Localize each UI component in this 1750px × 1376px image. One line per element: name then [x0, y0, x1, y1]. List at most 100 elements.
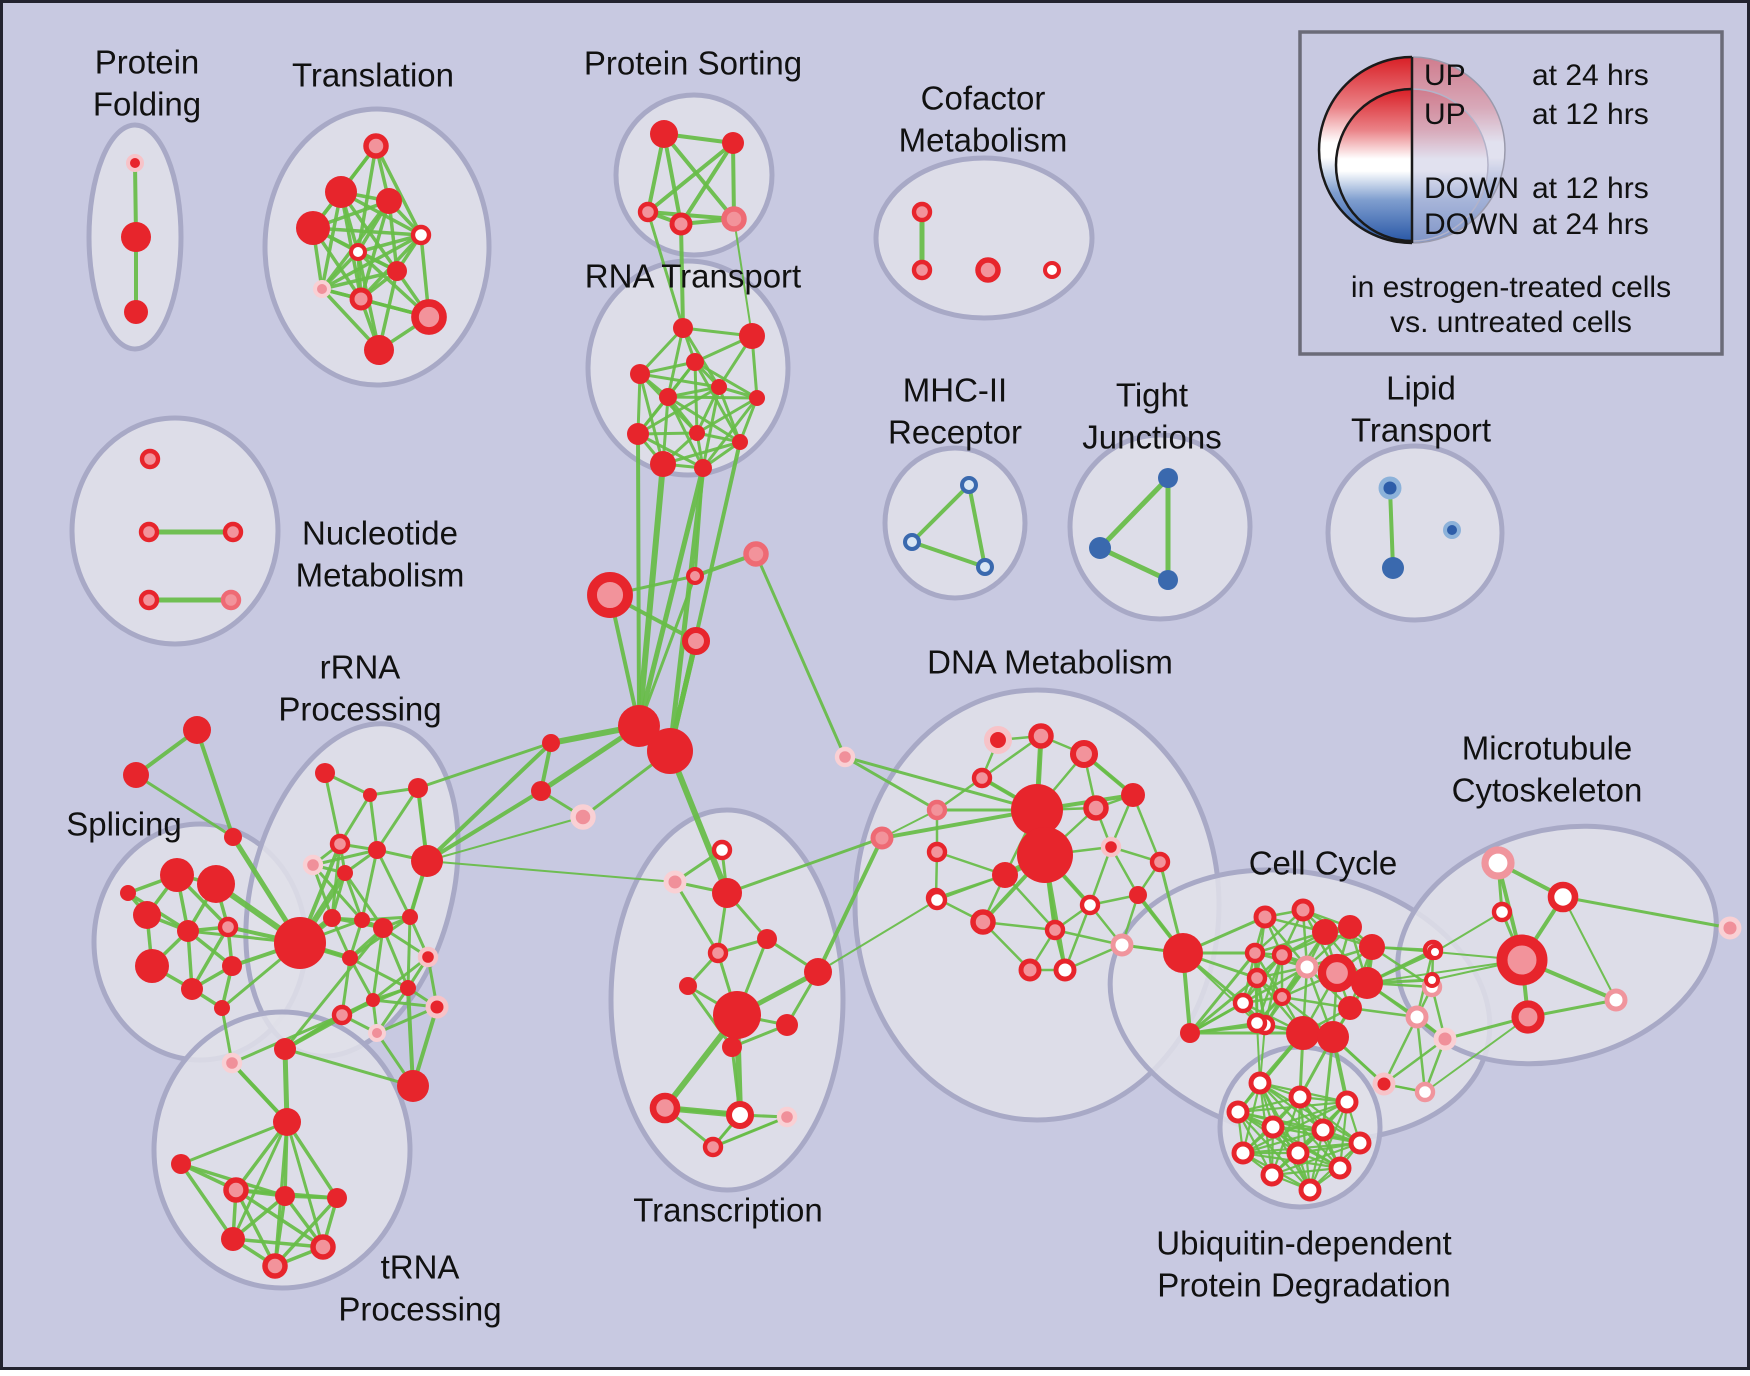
node-dm-12	[1149, 851, 1171, 873]
node-cc-16	[1286, 1016, 1320, 1050]
node-mt-7	[1604, 988, 1628, 1012]
cluster-label-sp: Splicing	[66, 806, 182, 843]
edge	[320, 269, 399, 291]
node-rt-9	[732, 434, 748, 450]
edge	[1366, 959, 1523, 984]
legend-time-2: at 12 hrs	[1532, 172, 1649, 205]
edge	[356, 144, 378, 254]
node-tl-2	[376, 188, 402, 214]
edge	[1088, 845, 1113, 907]
node-rt-7	[627, 423, 649, 445]
node-ub-10	[1328, 1156, 1352, 1180]
node-sp-3	[120, 885, 136, 901]
node-tn-3	[275, 1186, 295, 1206]
node-rt-8	[689, 425, 705, 441]
node-dm-15	[1129, 886, 1147, 904]
node-tx-11	[725, 1100, 755, 1130]
edge	[712, 1116, 788, 1148]
edge	[1097, 475, 1171, 551]
node-cc-15	[1338, 996, 1362, 1020]
edge	[1434, 911, 1503, 953]
node-tn-8	[221, 1052, 243, 1074]
cluster-ellipse-lp	[1325, 443, 1505, 623]
node-tn-1	[171, 1154, 191, 1174]
node-sp-5	[217, 916, 239, 938]
edge	[179, 1162, 235, 1241]
cluster-label-cc: Cell Cycle	[1249, 845, 1398, 882]
node-tn-0	[273, 1108, 301, 1136]
edge	[646, 210, 736, 221]
edge	[360, 848, 379, 922]
edge	[283, 1047, 415, 1088]
node-tn-5	[221, 1227, 245, 1251]
node-ub-2	[1335, 1090, 1359, 1114]
node-tl-6	[387, 261, 407, 281]
node-pf-2	[124, 300, 148, 324]
edge	[636, 432, 641, 728]
legend-direction-0: UP	[1424, 59, 1466, 92]
edge	[636, 461, 666, 729]
node-ps-2	[637, 201, 659, 223]
node-mt-4	[1427, 944, 1443, 960]
node-tl-0	[363, 133, 389, 159]
node-tx-12	[776, 1106, 798, 1128]
node-ps-3	[669, 212, 693, 236]
edge	[817, 899, 938, 973]
node-nm-2	[222, 521, 244, 543]
node-cc-5	[1295, 955, 1319, 979]
node-tj-1	[1089, 537, 1111, 559]
node-dm-7	[1011, 784, 1063, 836]
node-rt-11	[694, 459, 712, 477]
node-tx-10	[649, 1092, 681, 1124]
node-tx-5	[679, 977, 697, 995]
node-rr-8	[411, 845, 443, 877]
cluster-ellipse-tj	[1067, 432, 1253, 622]
node-cc-17	[1317, 1021, 1349, 1053]
node-cc-8	[1232, 992, 1254, 1014]
edge	[425, 789, 543, 863]
cluster-label-rr: rRNA Processing	[278, 649, 441, 728]
edge	[1415, 1015, 1427, 1094]
node-mt-1	[1547, 881, 1579, 913]
edge	[695, 385, 721, 435]
node-tx-7	[776, 1014, 798, 1036]
node-dm-19	[1018, 958, 1042, 982]
edge	[1365, 981, 1447, 1041]
node-mt-2	[1491, 901, 1513, 923]
node-rt-6	[749, 390, 765, 406]
node-tx-13	[702, 1136, 724, 1158]
edge	[695, 396, 759, 435]
node-tn-6	[310, 1234, 336, 1260]
edge	[637, 574, 697, 728]
node-fr-6	[618, 705, 660, 747]
node-sp-2	[133, 901, 161, 929]
node-rr-7	[337, 865, 353, 881]
edge	[371, 955, 430, 1002]
node-cc-23	[1372, 1072, 1396, 1096]
edge	[179, 1120, 289, 1166]
node-rr-1	[315, 763, 335, 783]
node-sp-0	[160, 858, 194, 892]
node-cc-12	[1359, 934, 1385, 960]
node-tx-3	[757, 929, 777, 949]
node-fr-13	[870, 826, 894, 850]
node-tl-4	[410, 224, 432, 246]
cluster-label-mh: MHC-II Receptor	[888, 372, 1022, 451]
legend-direction-2: DOWN	[1424, 172, 1519, 205]
edge	[234, 1188, 277, 1268]
node-dm-14	[970, 909, 996, 935]
cluster-label-cf: Cofactor Metabolism	[899, 80, 1068, 159]
node-tl-8	[349, 287, 373, 311]
edge	[195, 728, 235, 839]
node-cf-0	[911, 201, 933, 223]
node-tl-10	[364, 335, 394, 365]
node-dm-20	[1053, 958, 1077, 982]
node-rt-0	[673, 318, 693, 338]
node-ub-3	[1226, 1100, 1250, 1124]
node-mh-2	[976, 558, 994, 576]
edge	[1131, 793, 1162, 864]
node-fr-11	[681, 626, 711, 656]
node-nm-1	[138, 521, 160, 543]
node-mt-3	[1496, 934, 1548, 986]
